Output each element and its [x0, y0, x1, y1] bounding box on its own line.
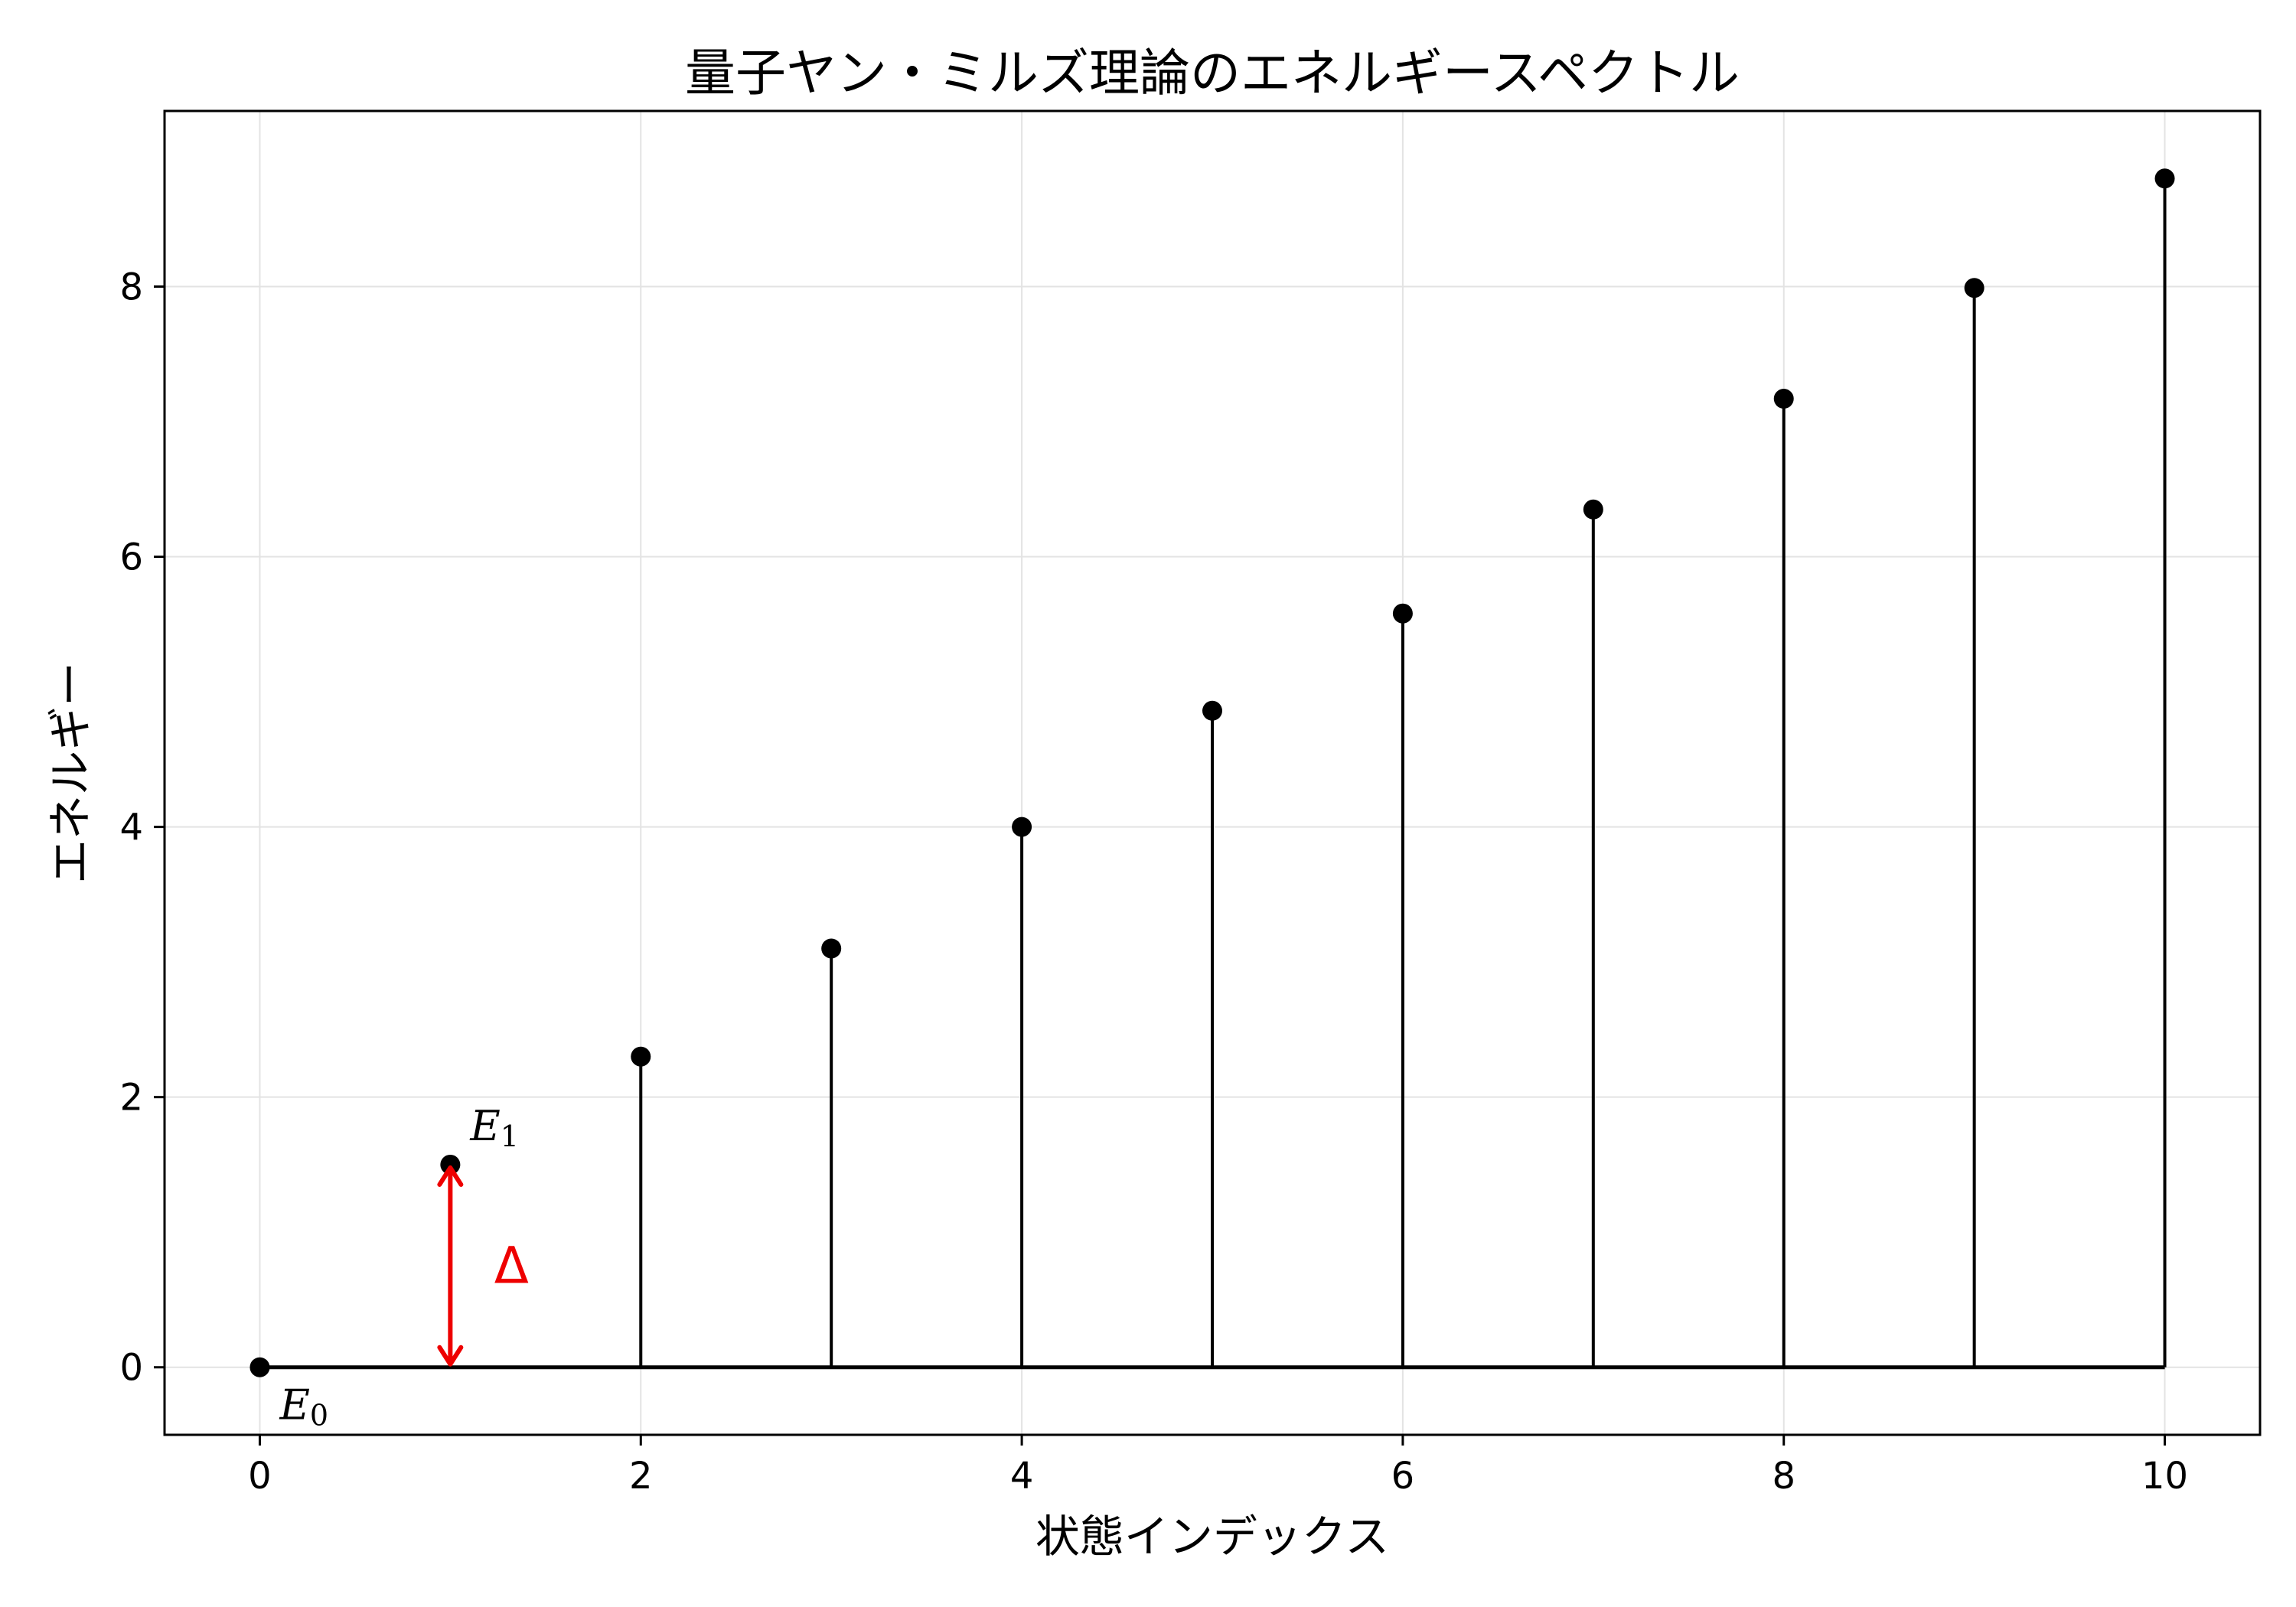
gap-arrow-head-bottom — [437, 1345, 464, 1367]
energy-label-subscript: 1 — [501, 1120, 519, 1153]
energy-level-label: E0 — [279, 1381, 328, 1433]
x-tick-label: 4 — [1010, 1455, 1034, 1498]
stem-marker — [1392, 603, 1413, 624]
stem-marker — [1964, 278, 1985, 298]
gap-arrow-head-top — [437, 1165, 464, 1187]
energy-level-label: E1 — [469, 1102, 519, 1153]
x-tick-label: 10 — [2141, 1455, 2188, 1498]
chart-title: 量子ヤン・ミルズ理論のエネルギースペクトル — [685, 44, 1740, 103]
stem-marker — [2154, 168, 2175, 189]
x-tick-label: 2 — [629, 1455, 653, 1498]
markers — [249, 168, 2175, 1377]
x-axis-label: 状態インデックス — [1035, 1511, 1389, 1563]
gap-annotation: Δ — [437, 1165, 529, 1367]
y-tick-label: 8 — [119, 266, 143, 308]
stem-marker — [631, 1046, 651, 1067]
gap-label: Δ — [494, 1236, 529, 1295]
y-tick-label: 6 — [119, 536, 143, 579]
stem-marker — [1012, 817, 1032, 837]
y-tick-label: 0 — [119, 1347, 143, 1390]
y-tick-label: 2 — [119, 1077, 143, 1120]
stem-marker — [1773, 389, 1794, 409]
energy-label-main: E — [469, 1102, 500, 1150]
stems — [259, 178, 2167, 1370]
y-tick-label: 4 — [119, 807, 143, 849]
x-tick-label: 8 — [1772, 1455, 1795, 1498]
stem-marker — [249, 1357, 270, 1377]
x-tick-label: 0 — [248, 1455, 272, 1498]
stem-marker — [821, 938, 842, 959]
x-tick-label: 6 — [1391, 1455, 1415, 1498]
y-axis-label: エネルギー — [44, 662, 96, 884]
stem-marker — [1583, 499, 1603, 520]
stem-marker — [440, 1154, 461, 1175]
stem-marker — [1202, 700, 1222, 721]
energy-label-subscript: 0 — [310, 1399, 328, 1433]
plot-frame — [163, 109, 2262, 1436]
energy-label-main: E — [279, 1381, 309, 1429]
